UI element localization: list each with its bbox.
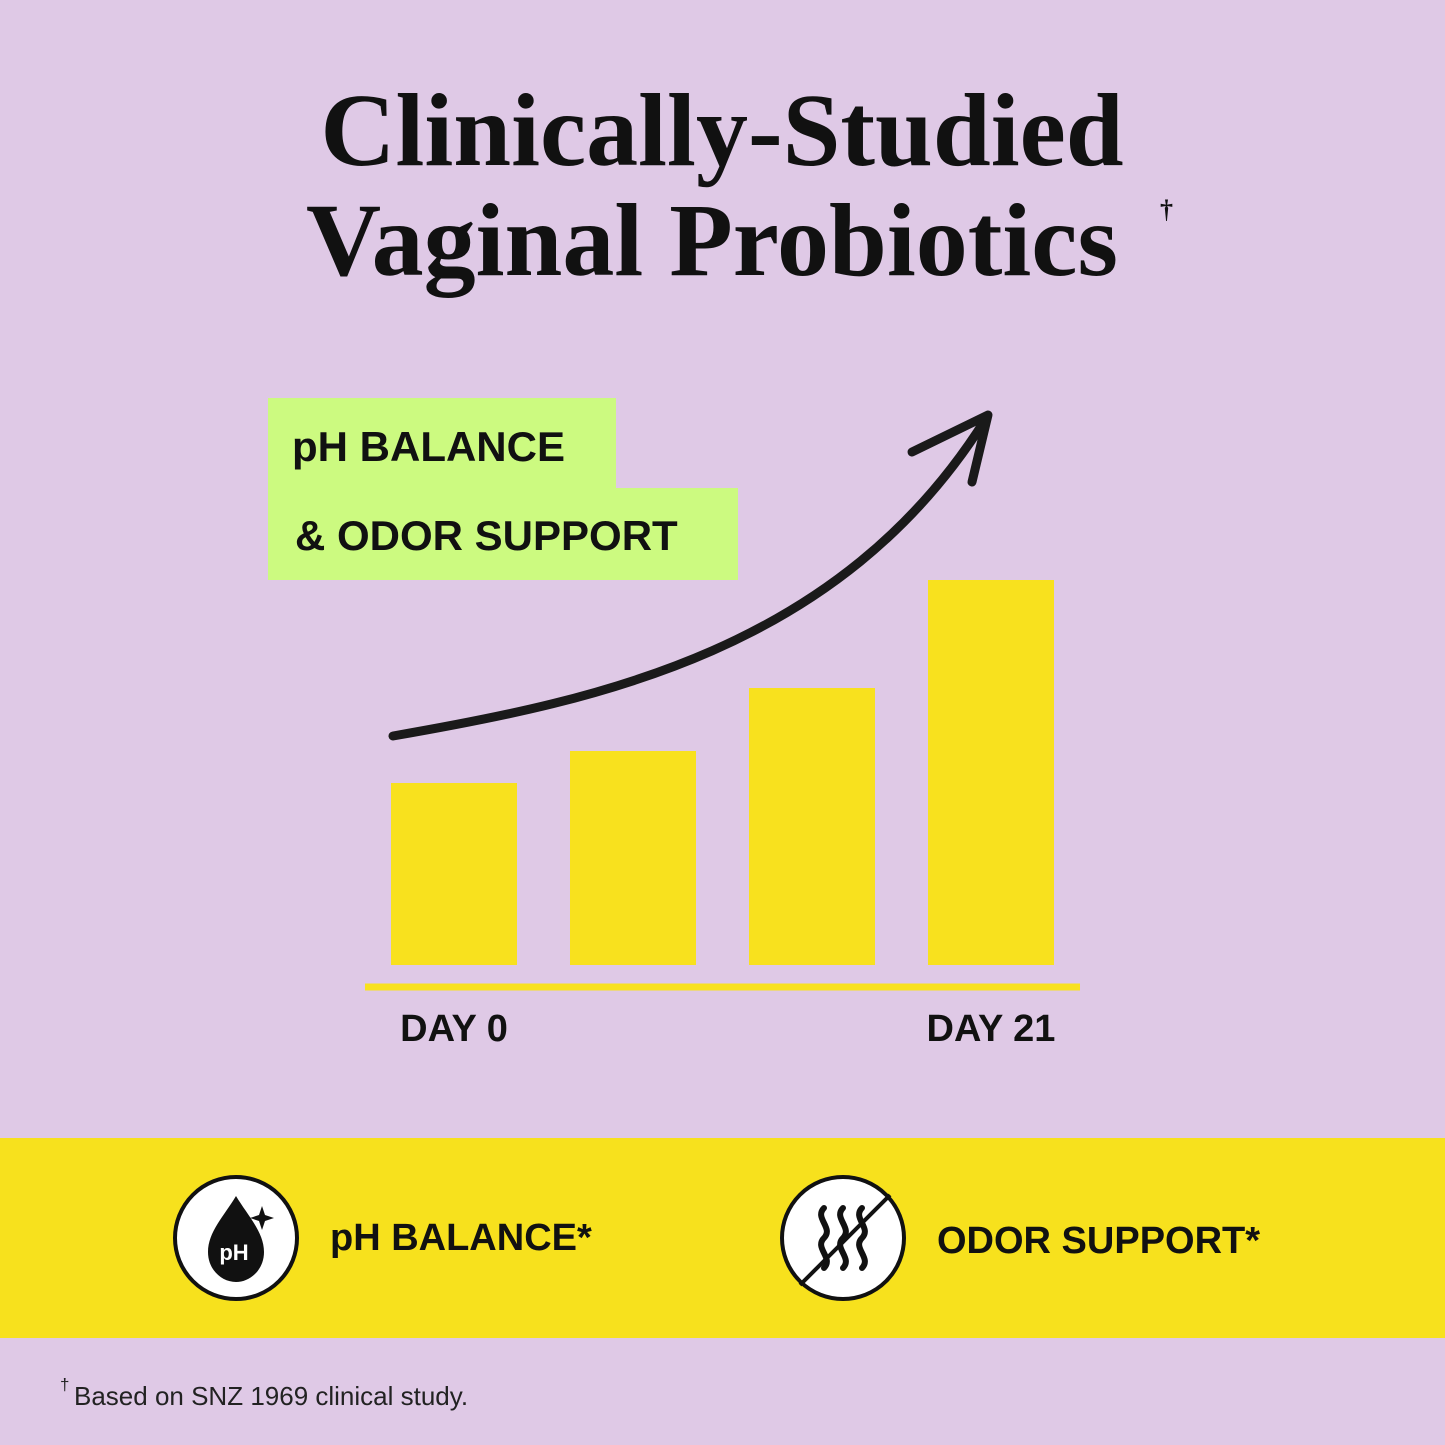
trend-arrow: [388, 415, 990, 741]
bar: [749, 688, 875, 965]
title-line: Clinically-Studied: [320, 73, 1123, 188]
badge-text: pH BALANCE: [292, 423, 565, 470]
arrow-head: [907, 410, 993, 487]
bar: [928, 580, 1054, 965]
strike: [798, 1193, 892, 1287]
bar: [391, 783, 517, 965]
feature-label: ODOR SUPPORT*: [937, 1220, 1260, 1262]
icon-text: pH: [219, 1240, 248, 1265]
badge-box: [268, 488, 738, 580]
title-mark: †: [1160, 195, 1173, 224]
footnote: Based on SNZ 1969 clinical study.: [74, 1381, 468, 1411]
badge-text: & ODOR SUPPORT: [295, 512, 678, 559]
x-tick-label: DAY 0: [400, 1008, 508, 1050]
title-line: Vaginal Probiotics: [306, 183, 1118, 298]
drop: [208, 1196, 264, 1282]
bars: DAY 0 DAY 21: [391, 580, 1055, 1050]
feature-label: pH BALANCE*: [330, 1217, 592, 1259]
x-tick-label: DAY 21: [927, 1008, 1056, 1050]
bar: [570, 751, 696, 965]
badge-box: [268, 398, 616, 490]
sparkle: [250, 1206, 274, 1230]
footnote-mark: †: [60, 1375, 69, 1394]
